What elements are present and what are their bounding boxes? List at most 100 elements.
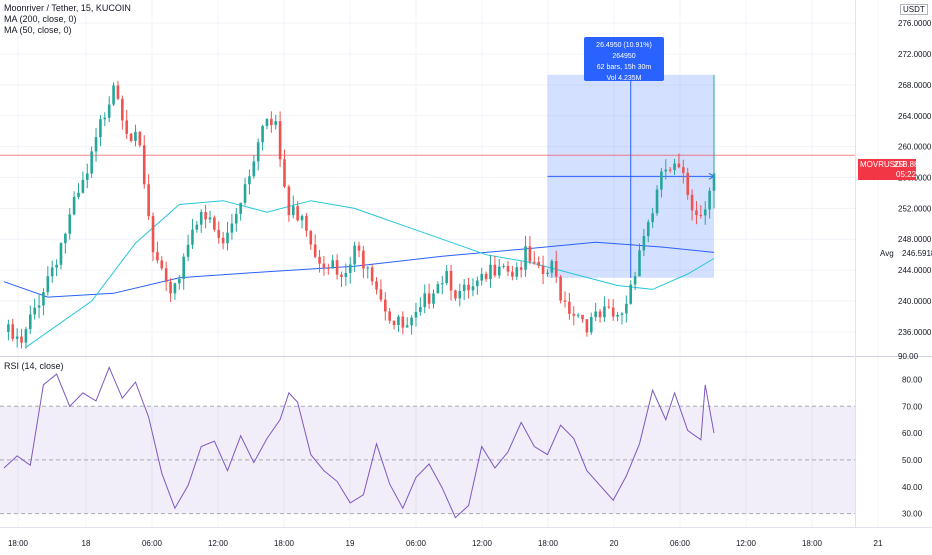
candle-body — [638, 250, 641, 277]
candle-body — [546, 272, 549, 274]
candle-body — [28, 314, 32, 330]
rsi-tick-label: 60.00 — [902, 429, 923, 438]
candle-body — [703, 209, 707, 216]
candle-body — [357, 245, 361, 251]
candle-body — [664, 169, 668, 172]
candle-body — [322, 263, 326, 268]
candle-body — [397, 316, 400, 326]
candle-body — [182, 256, 185, 279]
time-tick-label: 06:00 — [142, 539, 163, 548]
candle-body — [256, 142, 260, 162]
currency-label[interactable]: USDT — [900, 4, 928, 15]
last-price-tag: MOVRUSDT 258.8861 05:22 — [858, 159, 927, 180]
time-tick-label: 06:00 — [406, 539, 427, 548]
ma50-line — [25, 200, 715, 348]
candle-body — [156, 252, 159, 261]
candle-body — [221, 237, 225, 244]
candle-body — [616, 314, 619, 317]
candle-body — [625, 303, 628, 314]
candle-body — [226, 232, 229, 244]
candle-body — [151, 216, 155, 253]
candle-body — [300, 215, 304, 221]
price-tick-label: 240.0000 — [898, 297, 932, 306]
candle-body — [423, 293, 427, 308]
rsi-line — [3, 366, 715, 519]
candle-body — [248, 176, 251, 185]
candle-body — [107, 104, 111, 118]
bar-countdown: 05:22 — [896, 170, 917, 179]
legend-ma200: MA (200, close, 0) — [4, 14, 77, 24]
candle-body — [471, 286, 475, 291]
candle-body — [252, 161, 256, 177]
candle-body — [366, 267, 370, 269]
candle-body — [660, 171, 663, 190]
candle-body — [37, 305, 41, 308]
candle-body — [68, 214, 72, 234]
candle-body — [388, 311, 391, 321]
candle-body — [217, 229, 221, 238]
candle-body — [519, 267, 523, 270]
time-tick-label: 18:00 — [802, 539, 823, 548]
candle-body — [283, 159, 286, 187]
candle-body — [103, 117, 107, 120]
candle-body — [690, 194, 694, 211]
candle-body — [655, 189, 659, 214]
candle-body — [296, 206, 299, 221]
candle-body — [633, 276, 637, 285]
candle-body — [686, 172, 690, 195]
candle-body — [327, 267, 330, 269]
candle-body — [195, 224, 199, 230]
candle-body — [427, 293, 431, 304]
candle-body — [563, 300, 567, 302]
candle-body — [278, 121, 282, 160]
candle-body — [603, 306, 606, 318]
avg-value: 246.5918 — [902, 249, 932, 258]
candle-body — [90, 151, 93, 174]
candle-body — [524, 246, 527, 270]
candle-body — [449, 270, 453, 291]
candle-body — [287, 186, 291, 216]
candle-body — [476, 280, 479, 287]
candle-body — [462, 284, 466, 291]
price-tick-label: 272.0000 — [898, 50, 932, 59]
candle-body — [243, 184, 247, 203]
time-tick-label: 18:00 — [274, 539, 295, 548]
candle-body — [559, 276, 562, 301]
candle-body — [493, 264, 497, 276]
candle-body — [410, 317, 413, 326]
candle-body — [142, 145, 146, 185]
candle-body — [274, 121, 278, 126]
candle-body — [379, 289, 383, 300]
candle-body — [511, 271, 514, 277]
candle-body — [291, 206, 295, 216]
candle-body — [230, 223, 234, 233]
last-price-value: 258.8861 — [894, 160, 928, 169]
candle-body — [42, 292, 45, 306]
rsi-tick-label: 30.00 — [902, 510, 923, 519]
candle-body — [64, 233, 67, 244]
candle-body — [550, 261, 554, 273]
candle-body — [454, 290, 457, 299]
measure-bars: 62 bars, 15h 30m — [596, 64, 652, 71]
candle-body — [313, 244, 317, 257]
candle-body — [77, 192, 80, 197]
candle-body — [392, 320, 396, 326]
last-price-symbol: MOVRUSDT — [860, 160, 906, 169]
candle-body — [489, 264, 492, 280]
candle-body — [458, 290, 462, 299]
price-tick-label: 260.0000 — [898, 143, 932, 152]
time-tick-label: 12:00 — [736, 539, 757, 548]
candle-body — [554, 261, 558, 277]
candle-body — [611, 307, 615, 317]
candle-body — [629, 284, 633, 304]
candle-body — [261, 125, 264, 143]
candle-body — [59, 243, 63, 265]
candle-body — [173, 283, 177, 294]
candle-body — [335, 260, 339, 275]
candle-body — [541, 265, 545, 274]
price-tick-label: 276.0000 — [898, 19, 932, 28]
candle-body — [11, 324, 15, 339]
candle-body — [480, 273, 484, 281]
